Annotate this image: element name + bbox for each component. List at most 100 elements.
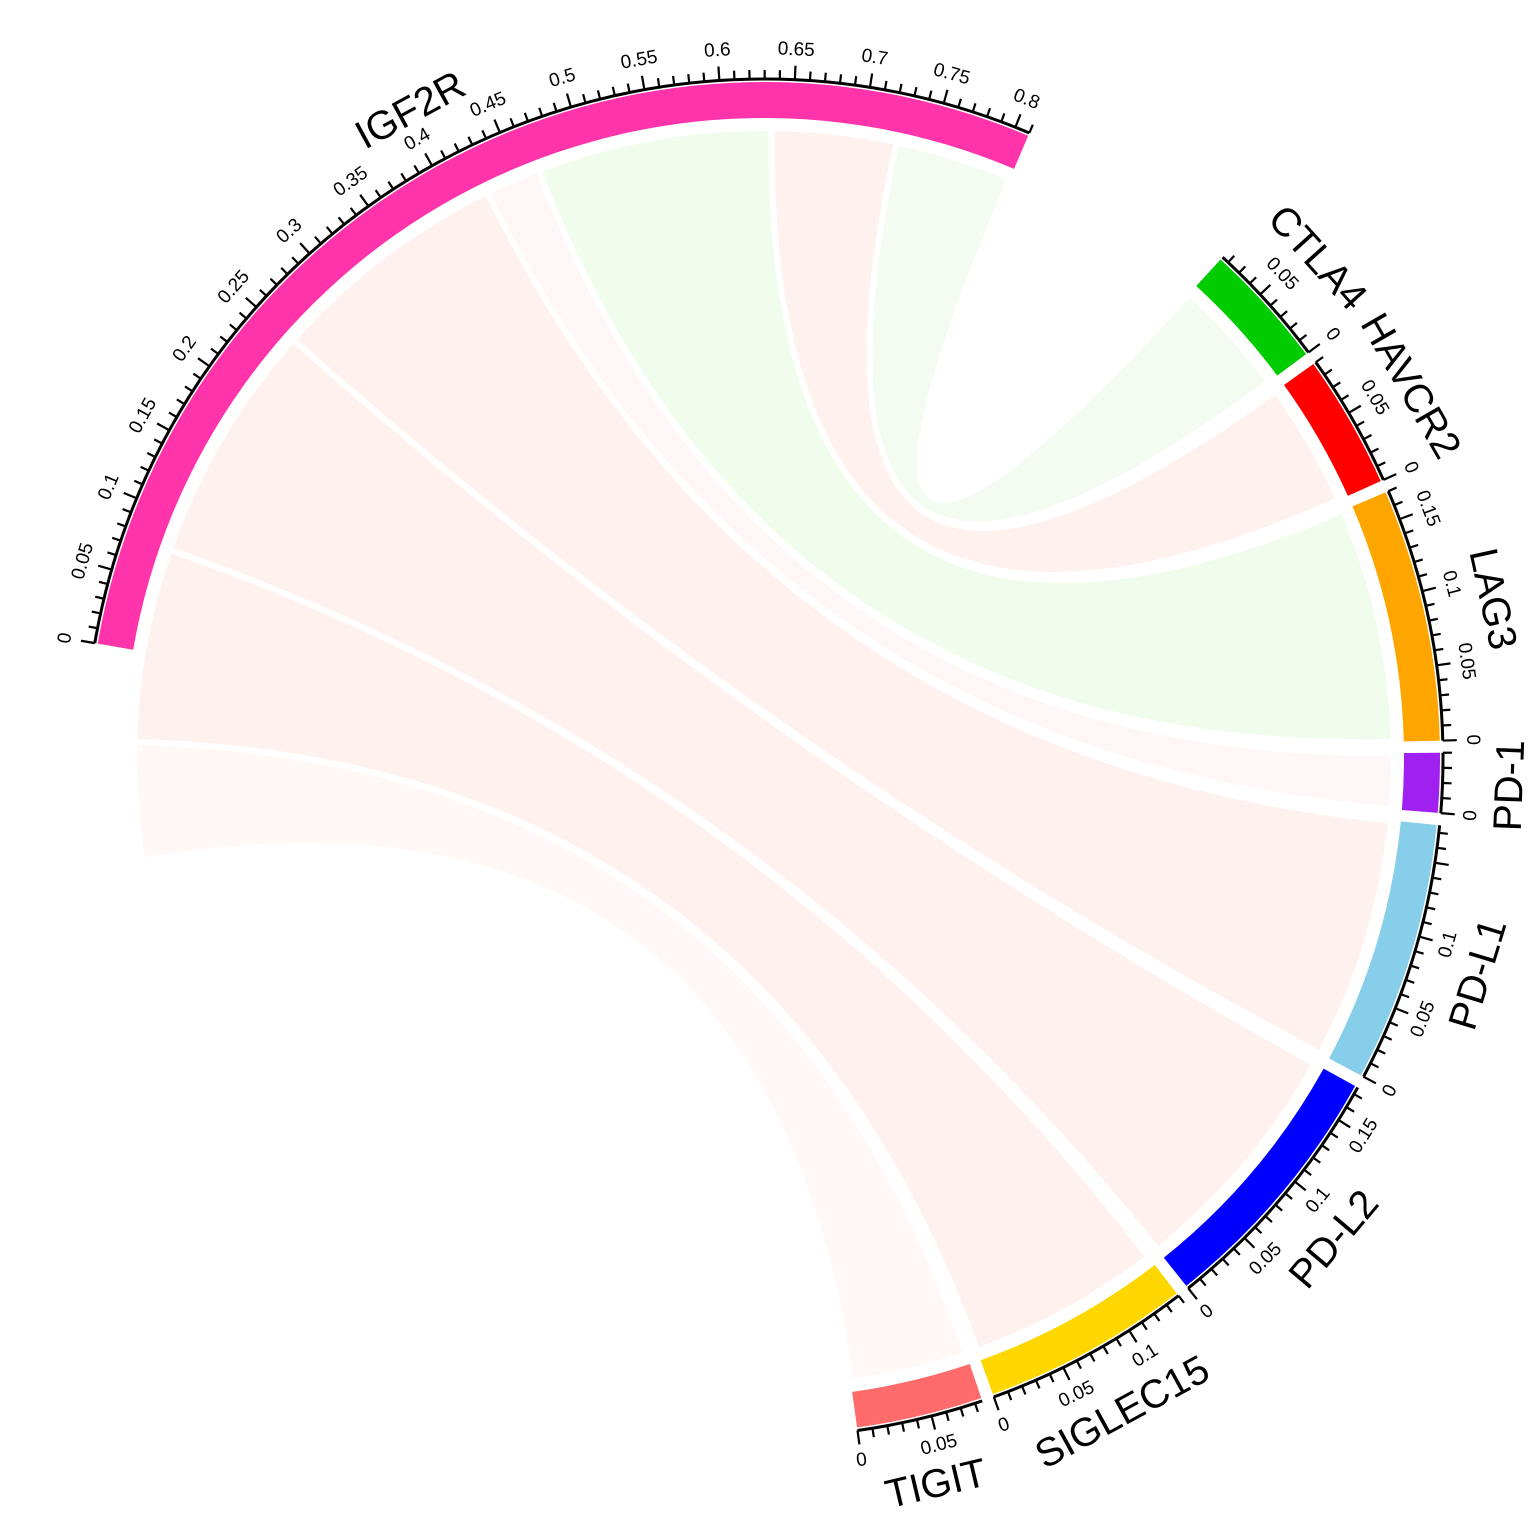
minor-tick-lag3 (1418, 573, 1428, 578)
minor-tick-havcr2 (1315, 356, 1324, 364)
minor-tick-pd-l2 (1284, 1192, 1293, 1200)
minor-tick-igf2r (88, 625, 98, 630)
minor-tick-lag3 (1439, 693, 1450, 697)
minor-tick-havcr2 (1323, 368, 1333, 376)
minor-tick-lag3 (1404, 529, 1414, 535)
minor-tick-ctla4 (1289, 322, 1298, 330)
tick-label-igf2r: 0.5 (547, 64, 578, 92)
tick-label-igf2r: 0.75 (931, 59, 972, 89)
major-tick-siglec15 (1062, 1366, 1071, 1381)
minor-tick-igf2r (523, 112, 529, 122)
minor-tick-igf2r (349, 207, 358, 216)
sector-siglec15 (980, 1264, 1177, 1395)
axis-tigit (857, 1399, 983, 1433)
minor-tick-igf2r (582, 93, 587, 104)
tick-label-igf2r: 0.55 (619, 46, 659, 73)
minor-tick-igf2r (440, 149, 447, 159)
minor-tick-pd-l2 (1303, 1168, 1312, 1176)
minor-tick-igf2r (153, 438, 163, 445)
minor-tick-tigit (959, 1407, 965, 1417)
minor-tick-igf2r (210, 347, 219, 355)
minor-tick-lag3 (1441, 708, 1451, 712)
sector-ctla4 (1196, 259, 1307, 376)
minor-tick-igf2r (337, 216, 346, 226)
tick-label-siglec15: 0 (995, 1413, 1012, 1436)
minor-tick-pd-l1 (1410, 964, 1420, 970)
tick-label-pd-l1: 0.1 (1434, 929, 1461, 960)
sectors-layer (97, 82, 1440, 1428)
minor-tick-igf2r (838, 74, 843, 84)
tick-label-ctla4: 0 (1321, 324, 1344, 345)
minor-tick-igf2r (538, 107, 544, 117)
sector-pd-l1 (1329, 821, 1437, 1076)
sector-havcr2 (1284, 364, 1381, 496)
minor-tick-lag3 (1428, 617, 1438, 622)
axis-pd-l1 (1362, 825, 1442, 1078)
major-tick-igf2r (97, 564, 112, 571)
minor-tick-igf2r (314, 235, 322, 245)
minor-tick-siglec15 (1048, 1373, 1055, 1383)
minor-tick-igf2r (626, 83, 631, 93)
minor-tick-havcr2 (1340, 394, 1350, 401)
major-tick-igf2r (717, 66, 721, 81)
minor-tick-igf2r (898, 83, 903, 93)
minor-tick-havcr2 (1355, 420, 1365, 427)
minor-tick-igf2r (176, 398, 186, 406)
axis-ctla4 (1221, 256, 1310, 354)
minor-tick-pd-1 (1441, 796, 1451, 800)
sector-label-pd-l2: PD-L2 (1281, 1182, 1388, 1297)
minor-tick-igf2r (291, 256, 300, 265)
tick-label-igf2r: 0.1 (94, 471, 124, 503)
axis-pd-l2 (1187, 1086, 1360, 1290)
minor-tick-igf2r (400, 172, 407, 182)
major-tick-igf2r (1014, 113, 1022, 128)
tick-label-havcr2: 0 (1399, 458, 1422, 476)
major-tick-igf2r (565, 93, 573, 108)
major-tick-lag3 (1421, 586, 1437, 593)
major-tick-pd-l2 (1243, 1237, 1256, 1249)
major-tick-igf2r (80, 639, 95, 645)
minor-tick-igf2r (374, 189, 382, 199)
major-tick-igf2r (424, 152, 434, 167)
minor-tick-pd-l1 (1438, 831, 1448, 835)
minor-tick-igf2r (611, 86, 616, 96)
minor-tick-igf2r (140, 465, 150, 472)
sector-tigit (852, 1364, 982, 1428)
sector-pd-l2 (1163, 1068, 1356, 1286)
major-tick-pd-l1 (1418, 935, 1433, 942)
major-tick-igf2r (156, 422, 170, 432)
minor-tick-siglec15 (1115, 1337, 1122, 1347)
minor-tick-pd-l2 (1274, 1203, 1283, 1212)
minor-tick-igf2r (111, 536, 122, 542)
minor-tick-igf2r (133, 479, 144, 486)
minor-tick-pd-l1 (1436, 846, 1447, 851)
minor-tick-pd-l1 (1405, 978, 1415, 984)
minor-tick-siglec15 (1153, 1313, 1161, 1322)
minor-tick-igf2r (808, 71, 812, 81)
minor-tick-pd-l2 (1254, 1226, 1263, 1235)
sector-label-pd-1: PD-1 (1486, 739, 1528, 832)
major-tick-igf2r (640, 75, 646, 90)
minor-tick-pd-l2 (1345, 1106, 1355, 1113)
minor-tick-havcr2 (1369, 447, 1379, 454)
minor-tick-siglec15 (1165, 1304, 1173, 1313)
minor-tick-havcr2 (1362, 434, 1372, 441)
minor-tick-igf2r (552, 102, 558, 112)
major-tick-tigit (930, 1415, 937, 1430)
minor-tick-ctla4 (1248, 276, 1257, 285)
tick-label-igf2r: 0.35 (330, 162, 372, 201)
minor-tick-igf2r (116, 522, 127, 528)
links-layer (131, 125, 1397, 1386)
minor-tick-igf2r (823, 72, 827, 82)
tick-label-tigit: 0 (855, 1449, 868, 1471)
minor-tick-tigit (945, 1411, 950, 1422)
minor-tick-pd-l2 (1221, 1257, 1230, 1267)
minor-tick-siglec15 (1006, 1391, 1013, 1401)
minor-tick-tigit (871, 1428, 875, 1438)
tick-label-lag3: 0.15 (1411, 488, 1444, 530)
minor-tick-pd-l2 (1312, 1156, 1321, 1164)
major-tick-havcr2 (1348, 404, 1362, 414)
minor-tick-igf2r (146, 452, 156, 459)
minor-tick-pd-l1 (1422, 920, 1432, 926)
